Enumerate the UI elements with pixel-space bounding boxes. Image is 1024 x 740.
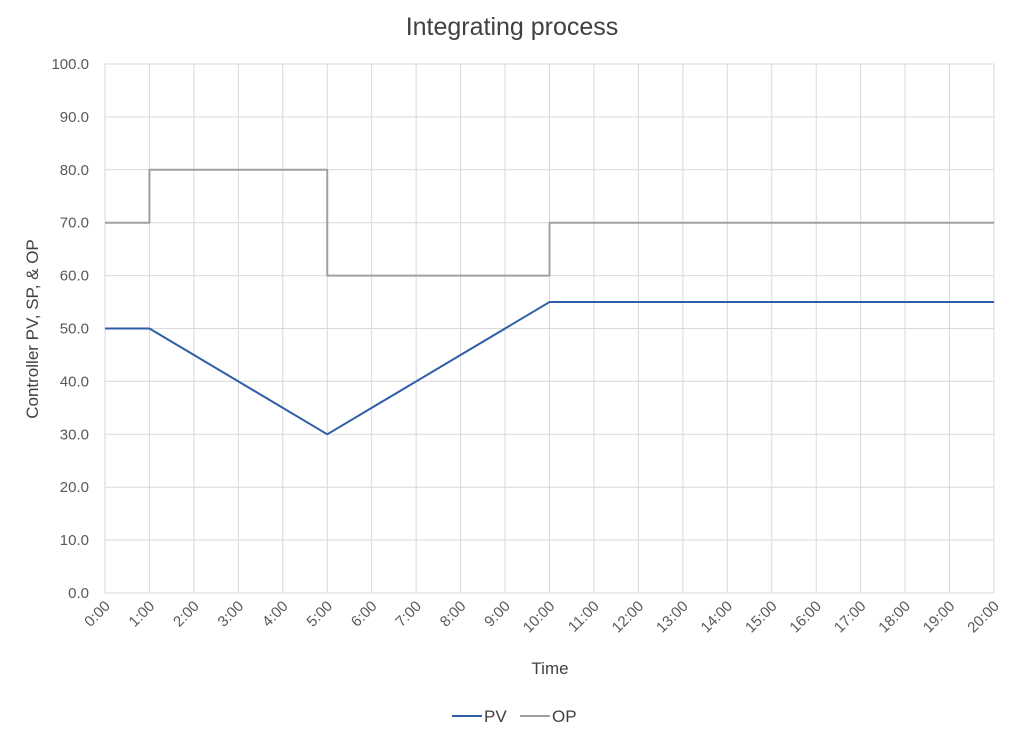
x-tick-label: 14:00 [698,598,737,637]
x-tick-label: 18:00 [875,598,914,637]
x-axis-ticks: 0:00 1:00 2:00 3:00 4:00 5:00 6:00 7:00 8:00 9:00… [81,598,1003,637]
x-tick-label: 3:00 [215,598,248,631]
x-tick-label: 0:00 [81,598,114,631]
x-tick-label: 5:00 [303,598,336,631]
x-axis-label: Time [531,659,568,678]
gridlines [104,63,995,594]
x-tick-label: 11:00 [565,598,603,636]
series-line-op [105,168,994,277]
y-tick-label: 0.0 [68,585,89,602]
x-tick-label: 7:00 [392,598,425,631]
data-series [105,168,994,436]
legend: PV OP [452,707,577,726]
x-tick-label: 12:00 [609,598,648,637]
x-tick-label: 15:00 [742,598,781,637]
x-tick-label: 13:00 [653,598,692,637]
y-tick-label: 10.0 [60,532,89,549]
x-tick-label: 17:00 [831,598,870,637]
y-tick-label: 90.0 [60,109,89,126]
chart-title: Integrating process [406,13,619,41]
x-tick-label: 10:00 [520,598,559,637]
y-tick-label: 60.0 [60,268,89,285]
x-tick-label: 6:00 [348,598,381,631]
x-tick-label: 2:00 [170,598,203,631]
series-line-pv [105,301,994,436]
y-tick-label: 50.0 [60,321,89,338]
x-tick-label: 20:00 [964,598,1003,637]
legend-op-label: OP [552,707,577,726]
y-tick-label: 40.0 [60,373,89,390]
x-tick-label: 9:00 [481,598,514,631]
x-tick-label: 16:00 [786,598,825,637]
x-tick-label: 1:00 [126,598,159,631]
legend-pv-label: PV [484,707,507,726]
x-tick-label: 19:00 [920,598,959,637]
y-tick-label: 70.0 [60,215,89,232]
y-tick-label: 30.0 [60,426,89,443]
y-tick-label: 100.0 [51,56,89,73]
y-tick-label: 20.0 [60,479,89,496]
y-axis-ticks: 0.0 10.0 20.0 30.0 40.0 50.0 60.0 70.0 80.0 90.0 1… [51,56,89,602]
x-tick-label: 8:00 [437,598,470,631]
y-axis-label: Controller PV, SP, & OP [23,239,42,419]
y-tick-label: 80.0 [60,162,89,179]
x-tick-label: 4:00 [259,598,292,631]
